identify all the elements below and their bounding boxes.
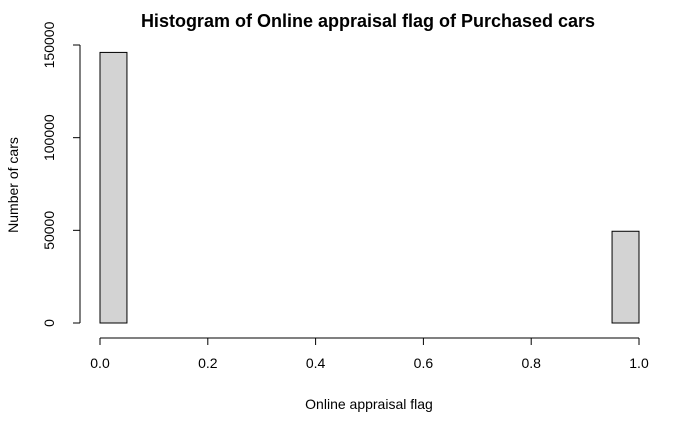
x-tick-label: 0.4 <box>306 355 326 371</box>
y-tick-label: 100000 <box>41 114 57 161</box>
y-tick-label: 150000 <box>41 21 57 68</box>
y-axis-label: Number of cars <box>5 137 21 233</box>
histogram-bar <box>611 230 640 324</box>
x-tick-label: 0.0 <box>90 355 110 371</box>
chart-title: Histogram of Online appraisal flag of Pu… <box>141 11 595 31</box>
x-tick-label: 1.0 <box>629 355 649 371</box>
histogram-bars <box>99 51 640 324</box>
x-tick-label: 0.6 <box>414 355 434 371</box>
y-axis: 0 50000 100000 150000 <box>41 21 81 327</box>
x-axis: 0.0 0.2 0.4 0.6 0.8 1.0 <box>90 337 649 371</box>
x-tick-label: 0.8 <box>521 355 541 371</box>
histogram-bar <box>99 51 128 324</box>
x-tick-label: 0.2 <box>198 355 218 371</box>
y-tick-label: 0 <box>41 319 57 327</box>
y-tick-label: 50000 <box>41 211 57 250</box>
x-axis-label: Online appraisal flag <box>305 396 433 412</box>
